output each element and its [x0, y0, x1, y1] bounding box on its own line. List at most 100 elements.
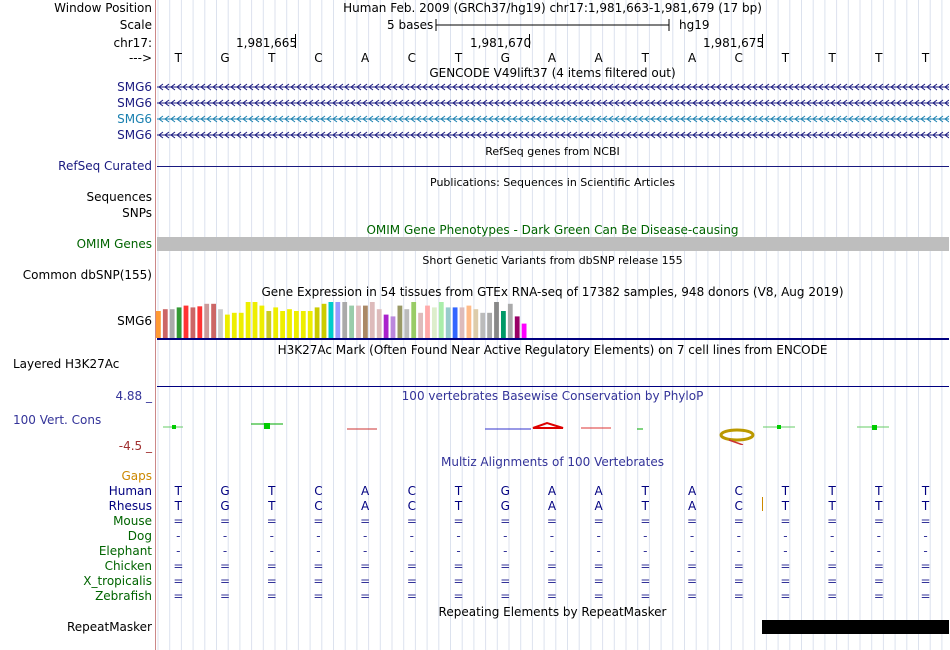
gtex-tissue-bar[interactable]: [390, 316, 396, 338]
gencode-item-label[interactable]: SMG6: [117, 80, 152, 94]
gtex-tissue-bar[interactable]: [307, 311, 313, 338]
gtex-tissue-bar[interactable]: [245, 302, 251, 338]
gtex-tissue-bar[interactable]: [225, 314, 230, 338]
gencode-track-title[interactable]: GENCODE V49lift37 (4 items filtered out): [429, 66, 676, 80]
gtex-tissue-bar[interactable]: [314, 307, 320, 338]
alignment-base: =: [360, 589, 371, 603]
species-label[interactable]: Chicken: [104, 559, 152, 573]
gtex-tissue-bar[interactable]: [280, 311, 285, 338]
sequence-base: A: [687, 51, 697, 65]
gtex-tissue-bar[interactable]: [397, 305, 403, 338]
gtex-tissue-bar[interactable]: [376, 309, 382, 338]
gtex-tissue-bar[interactable]: [273, 307, 279, 338]
snps-track-label[interactable]: SNPs: [122, 206, 152, 220]
alignment-base: T: [174, 484, 183, 498]
gtex-tissue-bar[interactable]: [487, 312, 492, 338]
h3k27ac-track-label[interactable]: Layered H3K27Ac: [13, 357, 120, 371]
gtex-tissue-bar[interactable]: [418, 312, 423, 338]
refseq-track-label[interactable]: RefSeq Curated: [58, 159, 152, 173]
gtex-track-title[interactable]: Gene Expression in 54 tissues from GTEx …: [261, 285, 844, 299]
gtex-tissue-bar[interactable]: [169, 309, 175, 338]
sequence-base: T: [781, 51, 790, 65]
gencode-item-label[interactable]: SMG6: [117, 112, 152, 126]
omim-track-label[interactable]: OMIM Genes: [76, 237, 152, 251]
species-label[interactable]: X_tropicalis: [83, 574, 152, 588]
gencode-transcript-line[interactable]: [157, 130, 949, 140]
h3k27ac-track-title[interactable]: H3K27Ac Mark (Often Found Near Active Re…: [277, 343, 828, 357]
gtex-tissue-bar[interactable]: [287, 309, 292, 338]
gtex-tissue-bar[interactable]: [466, 305, 472, 338]
gtex-tissue-bar[interactable]: [197, 306, 203, 338]
gtex-tissue-bar[interactable]: [183, 305, 189, 338]
species-label[interactable]: Dog: [127, 529, 152, 543]
species-label[interactable]: Zebrafish: [95, 589, 152, 603]
phylop-conservation-plot[interactable]: [155, 415, 950, 445]
gtex-tissue-bar[interactable]: [321, 303, 327, 338]
alignment-base: =: [500, 589, 511, 603]
gtex-tissue-bar[interactable]: [445, 307, 451, 338]
gtex-tissue-bar[interactable]: [349, 305, 354, 338]
gtex-tissue-bar[interactable]: [356, 305, 361, 338]
repeatmasker-track-title[interactable]: Repeating Elements by RepeatMasker: [438, 605, 667, 619]
species-label[interactable]: Mouse: [113, 514, 152, 528]
refseq-gene-line[interactable]: [157, 166, 949, 167]
gtex-tissue-bar[interactable]: [266, 311, 272, 338]
species-label[interactable]: Elephant: [98, 544, 152, 558]
gtex-tissue-bar[interactable]: [259, 305, 265, 338]
gtex-tissue-bar[interactable]: [480, 312, 486, 338]
species-label[interactable]: Human: [108, 484, 152, 498]
gtex-tissue-bar[interactable]: [238, 312, 244, 338]
omim-gene-bar[interactable]: [157, 237, 949, 251]
repeat-element-bar[interactable]: [762, 620, 949, 634]
phylop-track-title[interactable]: 100 vertebrates Basewise Conservation by…: [401, 389, 704, 403]
repeatmasker-track-label[interactable]: RepeatMasker: [66, 620, 152, 634]
gtex-tissue-bar[interactable]: [294, 311, 299, 338]
gtex-tissue-bar[interactable]: [383, 314, 389, 338]
phylop-track-label[interactable]: 100 Vert. Cons: [13, 413, 102, 427]
gencode-transcript-line[interactable]: [157, 82, 949, 92]
gtex-tissue-bar[interactable]: [507, 303, 513, 338]
gtex-tissue-bar[interactable]: [494, 302, 499, 338]
gtex-tissue-bar[interactable]: [521, 323, 527, 338]
gtex-tissue-bar[interactable]: [162, 309, 168, 338]
gtex-tissue-bar[interactable]: [176, 307, 182, 338]
gtex-tissue-bar[interactable]: [452, 307, 458, 338]
gtex-tissue-bar[interactable]: [328, 302, 334, 338]
gencode-transcript-line[interactable]: [157, 114, 949, 124]
gtex-tissue-bar[interactable]: [335, 302, 341, 338]
gtex-tissue-bar[interactable]: [300, 311, 306, 338]
gtex-tissue-bar[interactable]: [156, 311, 161, 338]
gtex-tissue-bar[interactable]: [473, 309, 479, 338]
gencode-transcript-line[interactable]: [157, 98, 949, 108]
gtex-tissue-bar[interactable]: [425, 305, 430, 338]
gtex-tissue-bar[interactable]: [231, 312, 237, 338]
gtex-tissue-bar[interactable]: [211, 303, 216, 338]
gtex-tissue-bar[interactable]: [501, 311, 506, 338]
gtex-tissue-bar[interactable]: [404, 309, 410, 338]
gtex-tissue-bar[interactable]: [252, 302, 258, 338]
gtex-tissue-bar[interactable]: [204, 303, 210, 338]
gencode-item-label[interactable]: SMG6: [117, 128, 152, 142]
omim-track-title[interactable]: OMIM Gene Phenotypes - Dark Green Can Be…: [366, 223, 739, 237]
gtex-tissue-bar[interactable]: [438, 302, 444, 338]
gtex-tissue-bar[interactable]: [369, 302, 375, 338]
alignment-base: =: [593, 574, 604, 588]
dbsnp-track-title[interactable]: Short Genetic Variants from dbSNP releas…: [422, 254, 683, 267]
species-label[interactable]: Rhesus: [108, 499, 152, 513]
gtex-gene-label[interactable]: SMG6: [117, 314, 152, 328]
gtex-expression-bars[interactable]: [155, 300, 535, 338]
gtex-tissue-bar[interactable]: [411, 302, 417, 338]
gtex-tissue-bar[interactable]: [218, 309, 223, 338]
dbsnp-track-label[interactable]: Common dbSNP(155): [22, 268, 152, 282]
sequences-track-label[interactable]: Sequences: [86, 190, 152, 204]
gencode-item-label[interactable]: SMG6: [117, 96, 152, 110]
gtex-tissue-bar[interactable]: [514, 316, 520, 338]
gtex-tissue-bar[interactable]: [190, 307, 196, 338]
multiz-track-title[interactable]: Multiz Alignments of 100 Vertebrates: [440, 455, 665, 469]
gtex-tissue-bar[interactable]: [342, 302, 348, 338]
gtex-tissue-bar[interactable]: [459, 307, 465, 338]
gtex-tissue-bar[interactable]: [432, 307, 437, 338]
refseq-track-title[interactable]: RefSeq genes from NCBI: [485, 145, 620, 158]
gtex-tissue-bar[interactable]: [363, 305, 368, 338]
publications-track-title[interactable]: Publications: Sequences in Scientific Ar…: [430, 176, 675, 189]
